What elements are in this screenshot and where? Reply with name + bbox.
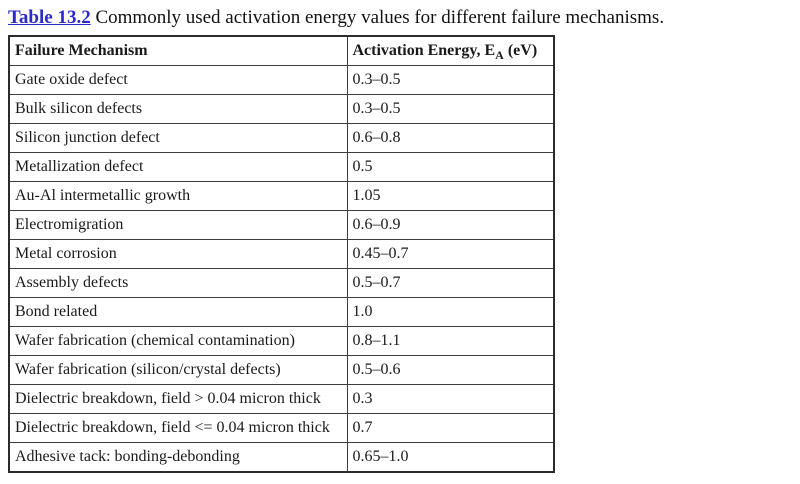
table-caption-text: Commonly used activation energy values f…	[90, 7, 665, 28]
table-row: Metallization defect 0.5	[8, 152, 555, 182]
energy-cell: 0.7	[346, 413, 555, 443]
mechanism-cell: Dielectric breakdown, field <= 0.04 micr…	[8, 413, 348, 443]
mechanism-cell: Electromigration	[8, 210, 348, 240]
table-row: Wafer fabrication (silicon/crystal defec…	[8, 355, 555, 385]
column-header-energy: Activation Energy, EA (eV)	[346, 35, 555, 66]
table-caption: Table 13.2 Commonly used activation ener…	[8, 6, 800, 30]
table-row: Gate oxide defect 0.3–0.5	[8, 65, 555, 95]
mechanism-cell: Dielectric breakdown, field > 0.04 micro…	[8, 384, 348, 414]
mechanism-cell: Wafer fabrication (chemical contaminatio…	[8, 326, 348, 356]
table-row: Assembly defects 0.5–0.7	[8, 268, 555, 298]
table-row: Silicon junction defect 0.6–0.8	[8, 123, 555, 153]
energy-cell: 0.6–0.8	[346, 123, 555, 153]
mechanism-cell: Au-Al intermetallic growth	[8, 181, 348, 211]
energy-cell: 0.3–0.5	[346, 65, 555, 95]
energy-cell: 0.3	[346, 384, 555, 414]
mechanism-cell: Bulk silicon defects	[8, 94, 348, 124]
energy-cell: 0.65–1.0	[346, 442, 555, 473]
table-header-row: Failure Mechanism Activation Energy, EA …	[8, 35, 555, 66]
table-row: Dielectric breakdown, field <= 0.04 micr…	[8, 413, 555, 443]
column-header-mechanism: Failure Mechanism	[8, 35, 348, 66]
energy-cell: 0.3–0.5	[346, 94, 555, 124]
energy-cell: 0.5–0.6	[346, 355, 555, 385]
table-reference-link[interactable]: Table 13.2	[8, 7, 91, 28]
table-row: Dielectric breakdown, field > 0.04 micro…	[8, 384, 555, 414]
column-header-energy-subscript: A	[495, 48, 504, 63]
table-row: Electromigration 0.6–0.9	[8, 210, 555, 240]
mechanism-cell: Assembly defects	[8, 268, 348, 298]
mechanism-cell: Metallization defect	[8, 152, 348, 182]
table-row: Bond related 1.0	[8, 297, 555, 327]
mechanism-cell: Metal corrosion	[8, 239, 348, 269]
energy-cell: 0.45–0.7	[346, 239, 555, 269]
mechanism-cell: Gate oxide defect	[8, 65, 348, 95]
mechanism-cell: Wafer fabrication (silicon/crystal defec…	[8, 355, 348, 385]
energy-cell: 0.5	[346, 152, 555, 182]
column-header-energy-suffix: (eV)	[503, 42, 538, 59]
mechanism-cell: Bond related	[8, 297, 348, 327]
energy-cell: 0.6–0.9	[346, 210, 555, 240]
table-row: Au-Al intermetallic growth 1.05	[8, 181, 555, 211]
energy-cell: 1.0	[346, 297, 555, 327]
mechanism-cell: Silicon junction defect	[8, 123, 348, 153]
table-row: Metal corrosion 0.45–0.7	[8, 239, 555, 269]
energy-cell: 0.8–1.1	[346, 326, 555, 356]
table-row: Adhesive tack: bonding-debonding 0.65–1.…	[8, 442, 555, 473]
table-row: Bulk silicon defects 0.3–0.5	[8, 94, 555, 124]
table-row: Wafer fabrication (chemical contaminatio…	[8, 326, 555, 356]
mechanism-cell: Adhesive tack: bonding-debonding	[8, 442, 348, 473]
activation-energy-table: Failure Mechanism Activation Energy, EA …	[8, 35, 555, 473]
energy-cell: 1.05	[346, 181, 555, 211]
column-header-energy-prefix: Activation Energy, E	[352, 42, 496, 59]
energy-cell: 0.5–0.7	[346, 268, 555, 298]
